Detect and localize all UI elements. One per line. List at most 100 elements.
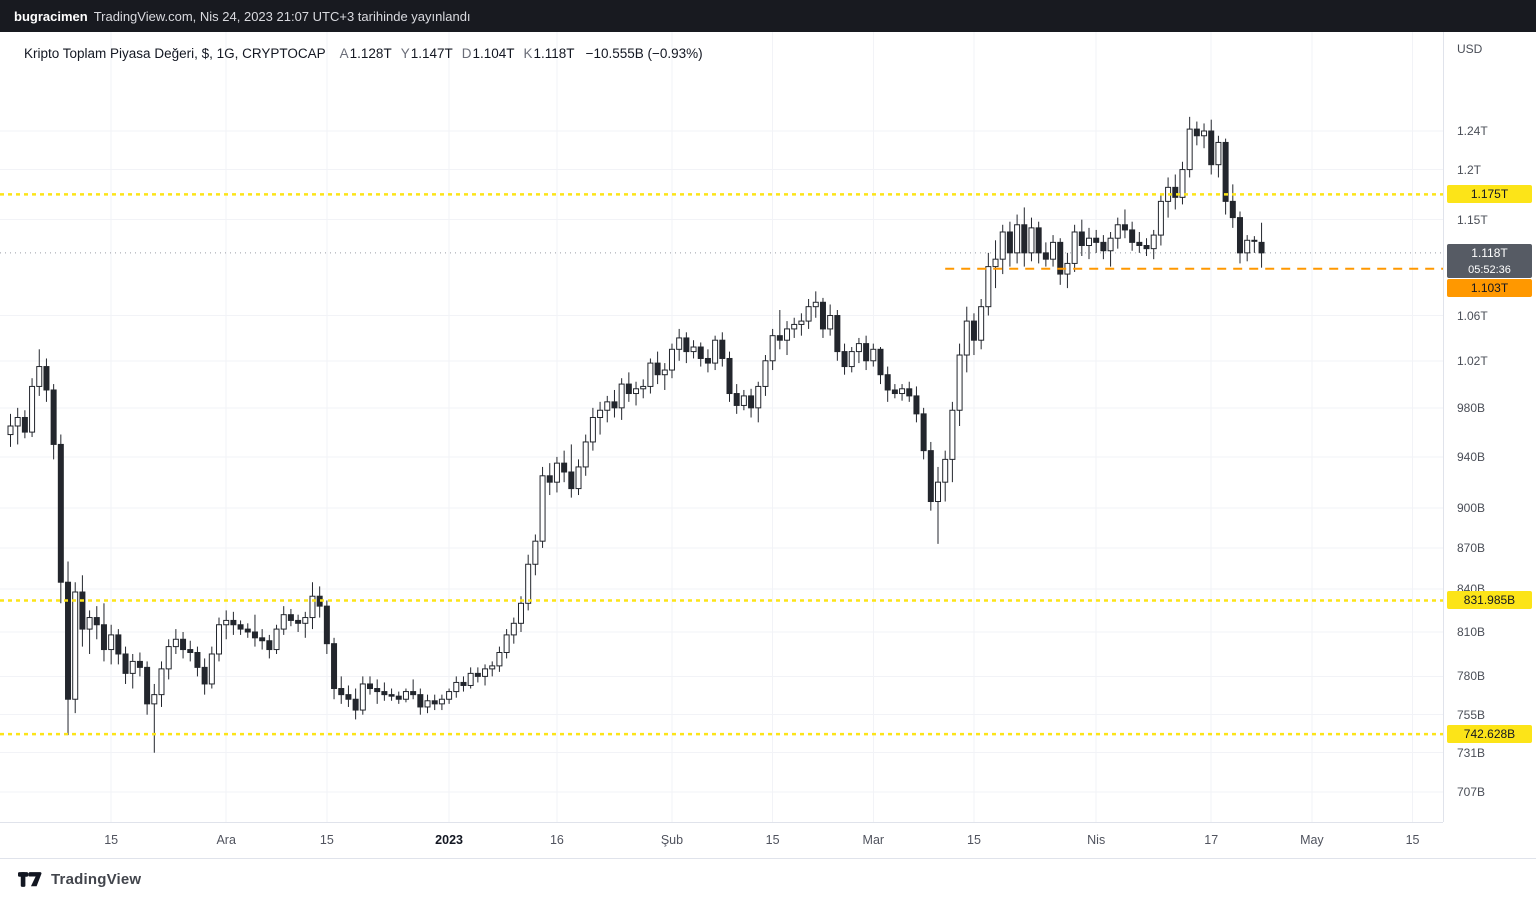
candle-body <box>388 694 395 697</box>
candle-body <box>273 628 280 651</box>
candle-body <box>604 401 611 411</box>
candle-body <box>446 691 453 700</box>
candle-body <box>43 366 50 391</box>
author-name[interactable]: bugracimen <box>14 8 88 24</box>
candle-body <box>151 694 158 705</box>
time-tick: Ara <box>216 833 236 847</box>
price-tick: 1.24T <box>1457 124 1488 138</box>
candle-body <box>784 328 791 341</box>
candle-body <box>755 385 762 409</box>
candle-body <box>1014 224 1021 254</box>
candle-body <box>812 301 819 308</box>
price-tick: 1.15T <box>1457 212 1488 227</box>
candle-body <box>266 640 273 651</box>
candle-body <box>553 462 560 483</box>
candle-body <box>1179 169 1186 198</box>
level-price-badge[interactable]: 831.985B <box>1447 591 1532 610</box>
publish-info-bar: bugracimen TradingView.com, Nis 24, 2023… <box>0 0 1536 32</box>
candle-body <box>877 348 884 376</box>
candle-body <box>474 672 481 677</box>
candle-body <box>697 346 704 359</box>
time-tick: 15 <box>319 833 334 847</box>
candle-body <box>913 395 920 415</box>
price-tick: 810B <box>1457 624 1486 639</box>
candle-body <box>172 638 179 648</box>
price-tick: 1.2T <box>1457 162 1482 177</box>
time-tick: Mar <box>862 833 885 847</box>
candle-body <box>597 409 604 418</box>
symbol-title[interactable]: Kripto Toplam Piyasa Değeri, $, 1G, CRYP… <box>24 46 326 61</box>
candle-body <box>1208 130 1215 166</box>
candle-body <box>704 357 711 364</box>
candle-body <box>489 665 496 670</box>
ohlc-item: Y1.147T <box>400 46 453 61</box>
candle-body <box>1136 241 1143 247</box>
candle-body <box>582 441 589 468</box>
candle-body <box>539 475 546 542</box>
level-price-badge[interactable]: 1.103T <box>1447 278 1532 297</box>
candle-body <box>345 694 352 700</box>
candle-body <box>1086 237 1092 247</box>
candle-body <box>129 660 136 674</box>
price-tick: 731B <box>1457 745 1486 760</box>
candle-body <box>625 383 632 395</box>
candle-body <box>216 624 223 655</box>
candle-body <box>1078 231 1085 247</box>
candle-body <box>726 357 733 395</box>
candle-body <box>1150 234 1157 250</box>
tradingview-logo[interactable] <box>18 871 42 888</box>
candle-body <box>453 681 460 693</box>
symbol-header: Kripto Toplam Piyasa Değeri, $, 1G, CRYP… <box>24 46 703 61</box>
candle-body <box>165 646 172 670</box>
candle-body <box>395 695 402 700</box>
candle-body <box>496 652 503 667</box>
candle-body <box>1042 252 1049 260</box>
candle-body <box>927 450 934 503</box>
candle-body <box>1006 231 1013 254</box>
candle-body <box>158 668 165 696</box>
candle-body <box>1107 237 1114 252</box>
candle-body <box>244 628 251 633</box>
candle-body <box>93 617 100 626</box>
candle-body <box>647 362 654 387</box>
candle-body <box>748 395 755 409</box>
currency-label: USD <box>1457 42 1483 56</box>
candle-body <box>970 320 977 341</box>
candle-body <box>661 369 668 376</box>
candle-body <box>546 475 553 483</box>
candle-body <box>374 688 381 693</box>
candle-body <box>309 595 316 619</box>
candle-body <box>144 666 151 705</box>
candle-body <box>1057 241 1064 275</box>
candle-body <box>431 700 438 705</box>
tradingview-wordmark[interactable]: TradingView <box>51 871 142 888</box>
candle-body <box>359 683 366 711</box>
candle-body <box>467 672 474 686</box>
time-axis[interactable]: 15 Ara 15 2023 16 Şub 15 Mar 15 Nis 17 May 15 <box>0 822 1443 858</box>
level-price-badge[interactable]: 742.628B <box>1447 725 1532 744</box>
candle-body <box>50 389 57 445</box>
ohlc-item: A1.128T <box>339 46 392 61</box>
candle-body <box>618 383 625 409</box>
candle-body <box>338 688 345 696</box>
price-tick: 900B <box>1457 501 1486 516</box>
candle-body <box>525 563 532 604</box>
candle-body <box>323 605 330 645</box>
candle-body <box>1021 224 1028 254</box>
candle-body <box>86 617 93 630</box>
candle-body <box>676 337 683 350</box>
time-tick: 15 <box>104 833 119 847</box>
candle-body <box>633 388 640 395</box>
level-price-badge[interactable]: 1.175T <box>1447 185 1532 204</box>
candle-body <box>978 306 985 341</box>
candle-body <box>1050 241 1057 260</box>
candle-body <box>280 614 287 630</box>
candle-body <box>740 395 747 406</box>
candle-body <box>295 619 302 624</box>
candle-body <box>805 306 812 322</box>
candle-body <box>827 315 834 330</box>
candle-body <box>999 231 1006 260</box>
candle-body <box>367 683 373 690</box>
price-axis[interactable]: USD 1.24T 1.2T 1.15T 1.06T 1.02T 980B 940B 900B… <box>1443 32 1536 822</box>
